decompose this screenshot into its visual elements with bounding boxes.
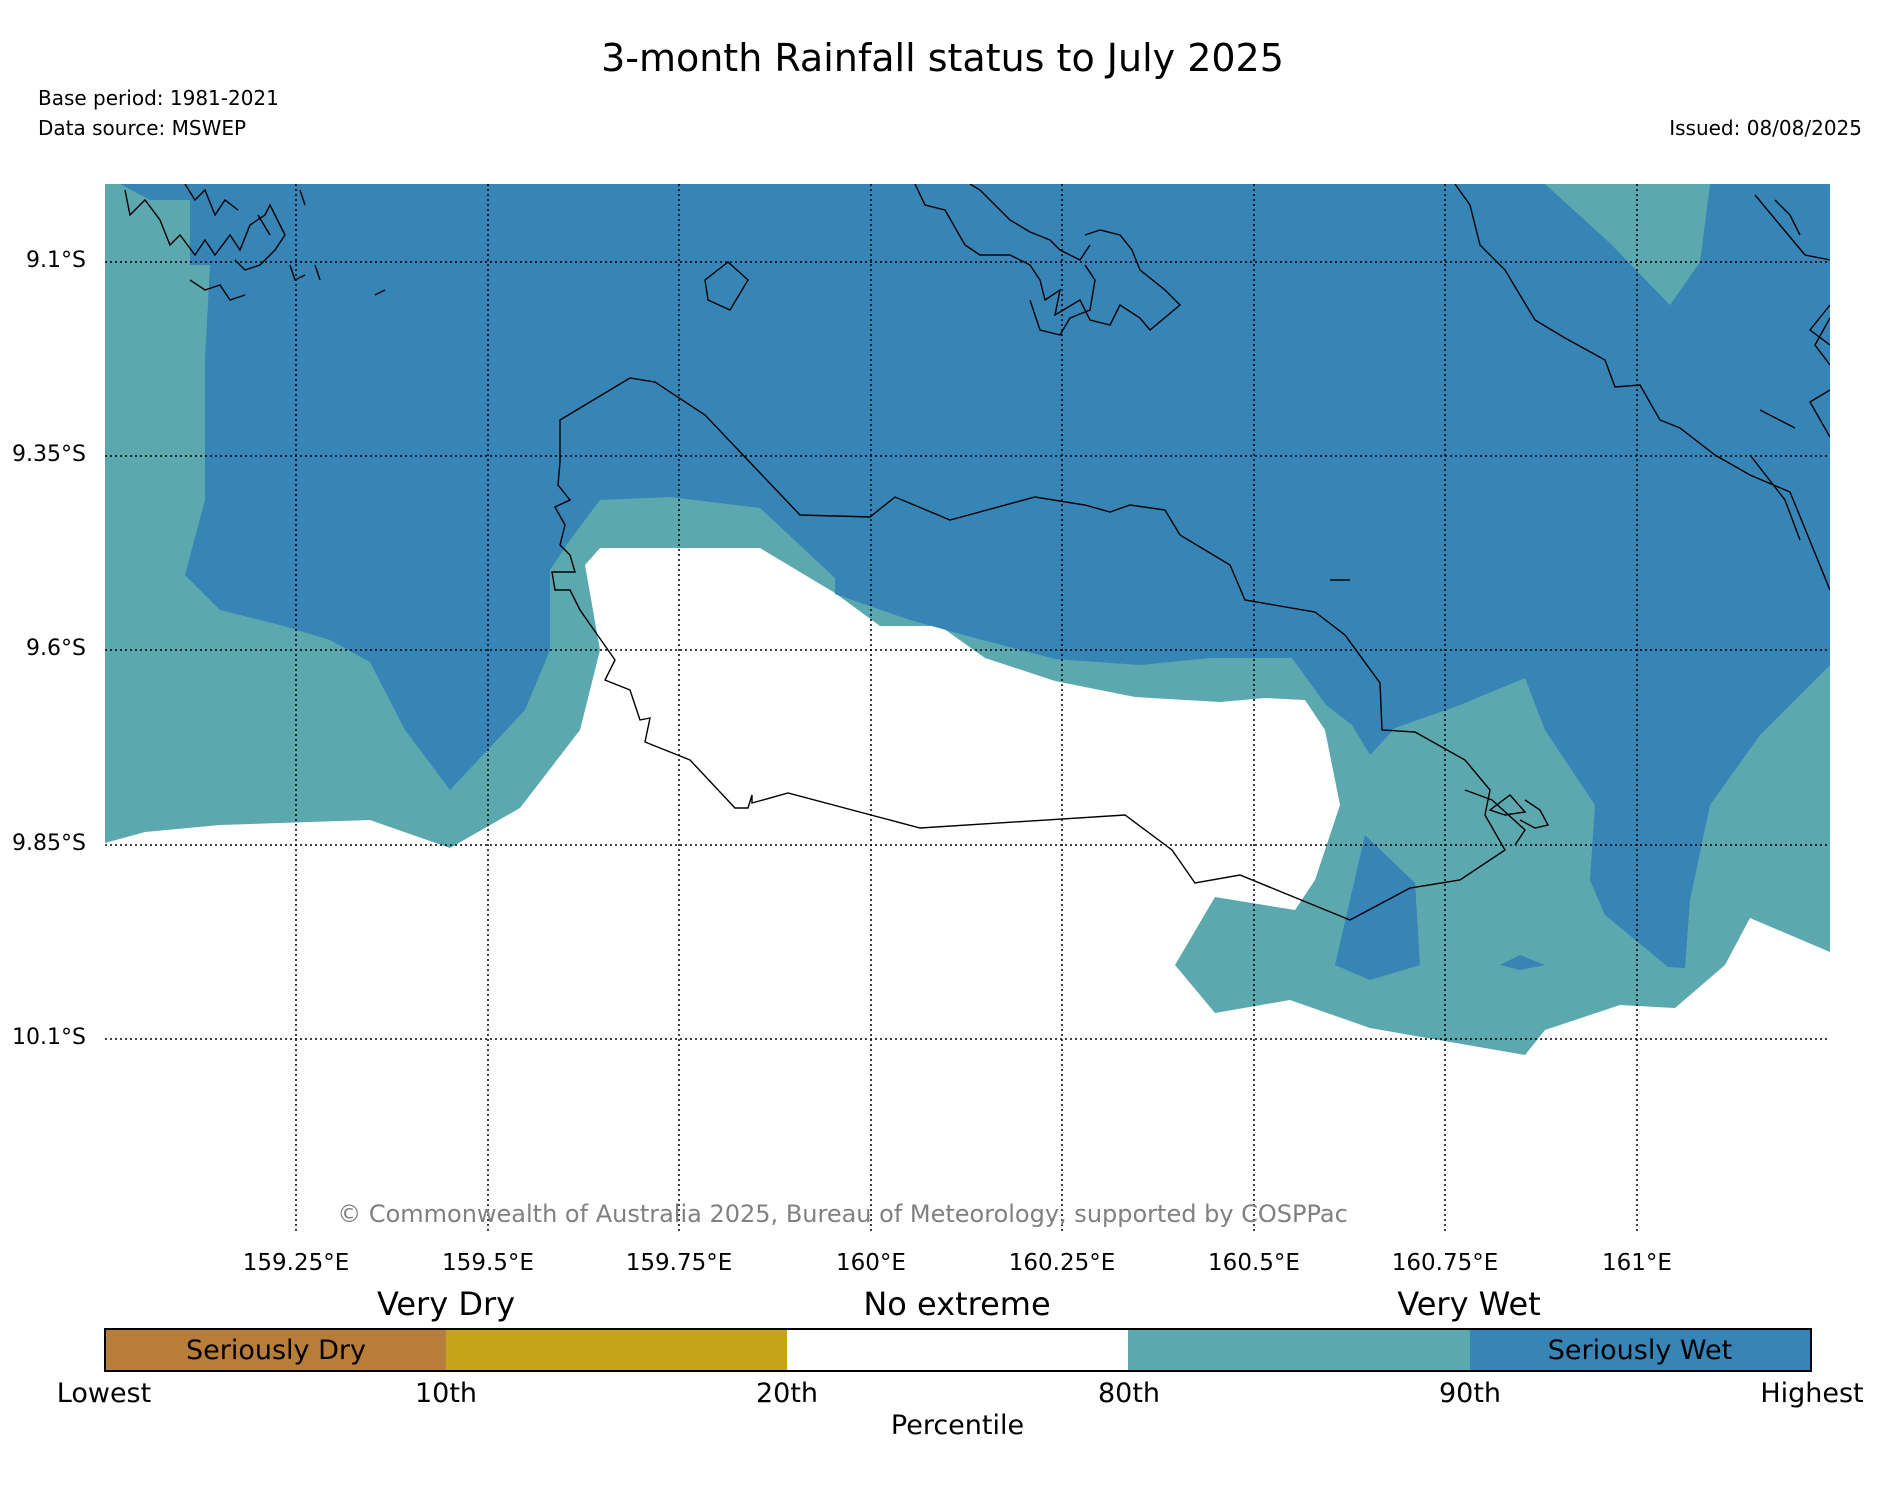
legend-category-no-extreme: No extreme <box>863 1285 1051 1323</box>
legend-tick: 10th <box>414 1378 478 1409</box>
very-wet-notch <box>1545 184 1710 305</box>
lat-label: 9.1°S <box>26 248 86 273</box>
percentile-axis-label: Percentile <box>890 1410 1025 1441</box>
lat-label: 9.85°S <box>12 831 86 856</box>
lon-label: 160.5°E <box>1208 1250 1300 1276</box>
data-source-text: Data source: MSWEP <box>38 116 247 140</box>
base-period-text: Base period: 1981-2021 <box>38 86 279 110</box>
graticule <box>105 184 1830 1234</box>
seriously-wet-patch-small <box>1500 955 1545 970</box>
lon-label: 159.25°E <box>242 1250 350 1276</box>
legend-box-very-dry <box>446 1328 788 1372</box>
legend-tick: 80th <box>1097 1378 1161 1409</box>
lon-label: 159.75°E <box>625 1250 733 1276</box>
legend-category-very-wet: Very Wet <box>1397 1285 1541 1323</box>
lon-label: 160.25°E <box>1008 1250 1116 1276</box>
issued-date-text: Issued: 08/08/2025 <box>1669 116 1862 140</box>
legend-box-very-wet <box>1128 1328 1471 1372</box>
legend-category-very-dry: Very Dry <box>376 1285 516 1323</box>
lon-label: 161°E <box>1602 1250 1672 1276</box>
seriously-wet-patch <box>1335 835 1420 980</box>
legend-box-seriously-wet: Seriously Wet <box>1470 1328 1812 1372</box>
legend-tick: 20th <box>755 1378 819 1409</box>
legend-tick: Highest <box>1760 1378 1864 1409</box>
lon-label: 160.75°E <box>1391 1250 1499 1276</box>
coastline <box>124 184 1830 921</box>
copyright-notice: © Commonwealth of Australia 2025, Bureau… <box>337 1200 1348 1228</box>
lat-label: 9.35°S <box>12 442 86 467</box>
lon-label: 159.5°E <box>442 1250 534 1276</box>
legend-tick: 90th <box>1438 1378 1502 1409</box>
lat-label: 10.1°S <box>12 1025 86 1050</box>
lat-label: 9.6°S <box>26 636 86 661</box>
lon-label: 160°E <box>836 1250 906 1276</box>
map-title: 3-month Rainfall status to July 2025 <box>601 36 1284 80</box>
legend-box-seriously-dry: Seriously Dry <box>104 1328 447 1372</box>
seriously-wet-region <box>120 184 1830 968</box>
legend-tick: Lowest <box>56 1378 152 1409</box>
legend-box-no-extreme <box>787 1328 1129 1372</box>
